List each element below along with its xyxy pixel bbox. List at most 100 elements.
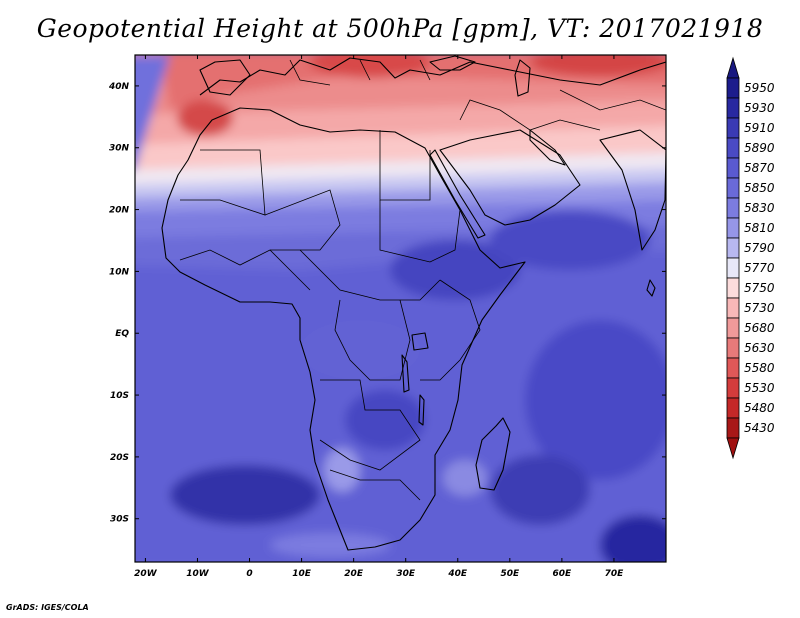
border-southern-tip [329,469,421,501]
colorbar-swatch [726,257,740,279]
colorbar-level-label: 5680 [744,321,775,335]
colorbar-swatch [726,177,740,199]
colorbar-level-label: 5810 [744,221,775,235]
colorbar-level-label: 5630 [744,341,775,355]
border-sahara-2 [264,189,341,251]
border-drc [334,299,411,381]
colorbar-swatch [726,417,740,439]
colorbar-bottom-arrow [726,437,740,460]
high-south-indian [490,455,590,525]
lon-tick-label: 70E [605,569,625,579]
light-south [270,533,390,557]
border-europe [289,59,431,86]
lake-malawi [418,394,425,426]
colorbar-level-label: 5530 [744,381,775,395]
lon-tick-label: 60E [553,569,573,579]
colorbar-level-label: 5480 [744,401,775,415]
plot-title: Geopotential Height at 500hPa [gpm], VT:… [36,14,764,43]
colorbar-level-label: 5950 [744,81,775,95]
latitude-axis: 40N 30N 20N 10N EQ 10S 20S 30S [108,82,666,525]
colorbar-swatch [726,137,740,159]
colorbar-swatch [726,97,740,119]
caspian-sea [514,59,531,97]
africa-coast [161,107,526,551]
high-southern-africa [345,390,425,450]
colorbar-swatch [726,237,740,259]
lon-tick-label: 10E [292,569,312,579]
colorbar: 5950 5930 5910 5890 5870 5850 5830 5810 5790 5770… [726,56,775,460]
colorbar-swatch [726,337,740,359]
iberia-coast [199,59,251,96]
band-5790 [135,165,666,198]
border-east [420,279,481,381]
high-south-atlantic [170,465,320,525]
colorbar-level-label: 5790 [744,241,775,255]
lon-tick-label: 20W [134,569,158,579]
colorbar-swatch [726,397,740,419]
light-mozambique [443,460,487,496]
light-kalahari [324,448,360,492]
border-libya-egypt [379,130,431,201]
colorbar-swatch [726,277,740,299]
persian-gulf [529,129,566,166]
colorbar-swatch [726,217,740,239]
lon-tick-label: 0 [246,569,252,579]
colorbar-swatch [726,77,740,99]
colorbar-swatch [726,377,740,399]
lon-tick-label: 40E [447,569,468,579]
colorbar-level-label: 5850 [744,181,775,195]
lake-victoria [411,332,429,351]
lat-tick-label: 30N [109,144,130,154]
colorbar-level-label: 5430 [744,421,775,435]
colorbar-level-label: 5930 [744,101,775,115]
colorbar-level-label: 5770 [744,261,775,275]
lat-tick-label: 20S [110,453,129,463]
lat-tick-label: 40N [108,82,130,92]
sri-lanka [646,279,656,297]
high-horn [390,240,520,300]
low-east [530,55,666,76]
colorbar-level-label: 5830 [744,201,775,215]
border-central [299,249,441,301]
india-coast [599,129,666,251]
colorbar-swatch [726,157,740,179]
grads-credit: GrADS: IGES/COLA [6,603,89,612]
border-asia [559,89,666,111]
lon-tick-label: 30E [396,569,416,579]
map-frame [134,54,667,563]
lat-tick-label: EQ [115,329,129,339]
colorbar-swatch [726,197,740,219]
colorbar-level-label: 5910 [744,121,775,135]
colorbar-swatch [726,317,740,339]
band-5770 [135,150,666,185]
border-middle-east [459,99,601,131]
lon-tick-label: 20E [344,569,364,579]
lat-tick-label: 20N [109,206,130,216]
lon-tick-label: 50E [500,569,520,579]
high-west-atlantic [135,55,170,170]
light-central [300,320,420,380]
border-south [319,379,421,471]
colorbar-level-label: 5580 [744,361,775,375]
low-morocco [177,100,233,136]
colorbar-level-label: 5890 [744,141,775,155]
arabia-coast [439,129,581,226]
colorbar-swatch [726,297,740,319]
colorbar-swatch [726,117,740,139]
colorbar-swatch [726,357,740,379]
high-indian-ocean [525,320,666,480]
high-arabia [490,210,650,270]
madagascar-coast [475,417,511,491]
border-sudan [379,200,461,263]
europe-coast [199,57,666,96]
geopotential-field [135,55,666,562]
colorbar-top-arrow [726,56,740,79]
lon-tick-label: 10W [186,569,210,579]
high-southeast [600,515,666,562]
longitude-axis: 20W 10W 0 10E 20E 30E 40E 50E 60E 70E [134,55,624,579]
border-west-africa [179,249,311,291]
band-5810 [135,178,666,212]
colorbar-level-label: 5750 [744,281,775,295]
low-mediterranean [310,55,430,78]
